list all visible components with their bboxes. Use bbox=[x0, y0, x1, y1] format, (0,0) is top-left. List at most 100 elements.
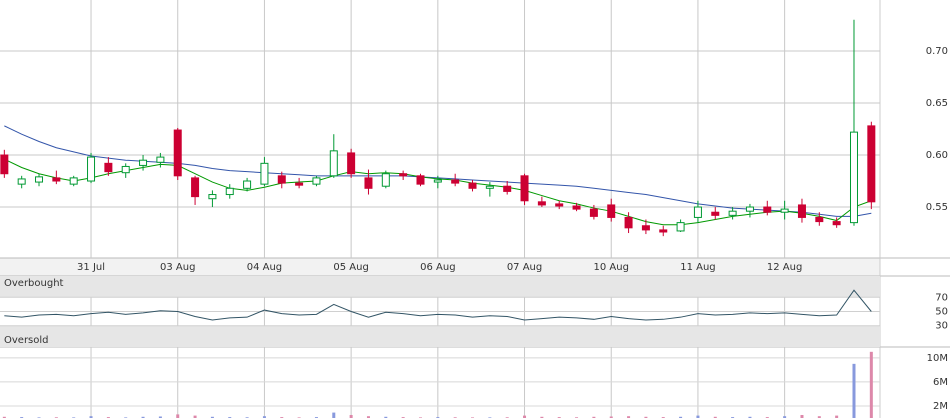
x-tick-label: 03 Aug bbox=[160, 262, 195, 273]
candle-body bbox=[555, 203, 564, 207]
volume-bar bbox=[748, 416, 752, 418]
x-tick-label: 11 Aug bbox=[680, 262, 715, 273]
rsi-line bbox=[4, 289, 872, 321]
candle-body bbox=[87, 156, 96, 182]
volume-bar bbox=[609, 416, 613, 418]
candle-body bbox=[329, 150, 338, 177]
volume-bar bbox=[523, 415, 527, 418]
volume-bar bbox=[176, 414, 180, 418]
x-tick-label: 31 Jul bbox=[77, 262, 105, 273]
candle-body bbox=[503, 185, 512, 192]
volume-bar bbox=[366, 416, 370, 418]
candle-body bbox=[381, 173, 390, 187]
volume-bar bbox=[817, 416, 821, 418]
candle-body bbox=[451, 179, 460, 184]
candle-body bbox=[676, 222, 685, 232]
candle-body bbox=[641, 225, 650, 231]
candle-body bbox=[745, 206, 754, 212]
annotation: Oversold bbox=[4, 335, 49, 346]
candle-body bbox=[832, 221, 841, 226]
y-tick-label: 0.60 bbox=[926, 150, 948, 161]
volume-bar bbox=[141, 416, 145, 418]
volume-bar bbox=[193, 415, 197, 418]
volume-bar bbox=[800, 414, 804, 418]
volume-bar bbox=[783, 416, 787, 418]
candle-body bbox=[572, 205, 581, 210]
y-tick-label: 0.55 bbox=[926, 202, 948, 213]
candle-body bbox=[0, 154, 9, 175]
y-tick-label: 10M bbox=[927, 353, 948, 364]
y-tick-label: 50 bbox=[935, 307, 948, 318]
date-strip bbox=[0, 258, 880, 276]
volume-bar bbox=[869, 351, 873, 418]
candle-body bbox=[17, 178, 26, 185]
candle-body bbox=[312, 177, 321, 185]
overbought-band bbox=[0, 276, 880, 298]
oversold-band bbox=[0, 325, 880, 347]
candle-body bbox=[173, 129, 182, 177]
candle-body bbox=[347, 152, 356, 175]
volume-bar bbox=[158, 416, 162, 418]
candle-body bbox=[867, 125, 876, 203]
volume-bar bbox=[540, 416, 544, 418]
volume-bar bbox=[852, 363, 856, 418]
candle-body bbox=[260, 162, 269, 185]
candle-body bbox=[433, 179, 442, 183]
x-tick-label: 12 Aug bbox=[767, 262, 802, 273]
y-tick-label: 6M bbox=[933, 377, 948, 388]
candle-body bbox=[225, 187, 234, 196]
candle-body bbox=[277, 175, 286, 184]
volume-bar bbox=[835, 415, 839, 418]
candle-body bbox=[780, 208, 789, 213]
x-tick-label: 10 Aug bbox=[594, 262, 629, 273]
candle-body bbox=[156, 156, 165, 163]
candle-body bbox=[52, 177, 61, 182]
candle-body bbox=[468, 182, 477, 189]
candle-body bbox=[711, 211, 720, 216]
candle-body bbox=[763, 206, 772, 213]
volume-bar bbox=[349, 414, 353, 418]
x-tick-label: 06 Aug bbox=[420, 262, 455, 273]
x-tick-label: 05 Aug bbox=[333, 262, 368, 273]
volume-bar bbox=[262, 416, 266, 418]
candle-body bbox=[104, 162, 113, 173]
volume-bar bbox=[696, 415, 700, 418]
y-tick-label: 0.65 bbox=[926, 98, 948, 109]
x-tick-label: 07 Aug bbox=[507, 262, 542, 273]
volume-bar bbox=[2, 416, 6, 418]
candle-body bbox=[364, 177, 373, 189]
candle-body bbox=[69, 177, 78, 185]
volume-bar bbox=[592, 416, 596, 418]
y-tick-label: 0.70 bbox=[926, 46, 948, 57]
candle-body bbox=[728, 210, 737, 216]
volume-bar bbox=[89, 416, 93, 418]
candle-body bbox=[589, 208, 598, 217]
candle-body bbox=[693, 206, 702, 218]
candle-body bbox=[399, 173, 408, 177]
candle-body bbox=[537, 201, 546, 206]
candle-body bbox=[295, 182, 304, 186]
volume-bar bbox=[679, 416, 683, 418]
volume-bar bbox=[210, 416, 214, 418]
candle-body bbox=[607, 204, 616, 218]
y-tick-label: 70 bbox=[935, 292, 948, 303]
y-tick-label: 30 bbox=[935, 321, 948, 332]
candle-body bbox=[243, 180, 252, 189]
candle-body bbox=[208, 194, 217, 200]
candle-body bbox=[191, 177, 200, 198]
candle-body bbox=[659, 229, 668, 233]
y-tick-label: 2M bbox=[933, 401, 948, 412]
volume-bar bbox=[384, 416, 388, 418]
candle-body bbox=[416, 175, 425, 185]
candle-body bbox=[121, 165, 130, 174]
volume-bar bbox=[644, 416, 648, 418]
candle-body bbox=[815, 216, 824, 223]
candle-body bbox=[485, 185, 494, 189]
x-tick-label: 04 Aug bbox=[247, 262, 282, 273]
candle-body bbox=[139, 159, 148, 166]
candle-body bbox=[849, 131, 858, 224]
volume-bar bbox=[713, 416, 717, 418]
volume-bar bbox=[627, 416, 631, 418]
